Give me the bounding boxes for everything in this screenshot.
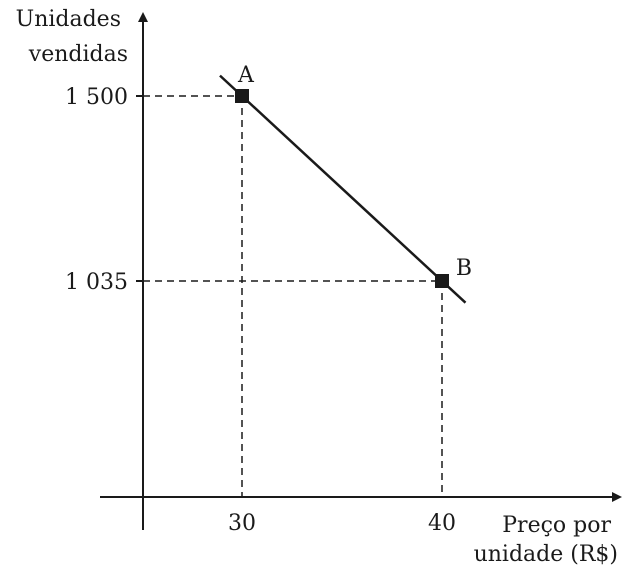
y-tick-label: 1 035 <box>65 270 128 295</box>
y-tick-label: 1 500 <box>65 85 128 110</box>
plot-layer: 1 500 1 035 30 40 A B <box>65 63 472 536</box>
series-line <box>219 74 467 304</box>
point-label-B: B <box>456 256 472 281</box>
x-axis-label-line-1: Preço por <box>502 513 611 538</box>
y-axis-label-line-2: vendidas <box>28 42 128 67</box>
x-axis-label-line-2: unidade (R$) <box>474 542 618 566</box>
y-axis-label: Unidades vendidas <box>16 7 128 67</box>
point-marker-B <box>435 274 449 288</box>
x-tick-label: 30 <box>228 511 256 536</box>
y-axis-label-line-1: Unidades <box>16 7 121 32</box>
x-tick-label: 40 <box>428 511 456 536</box>
point-marker-A <box>235 89 249 103</box>
point-label-A: A <box>237 63 255 88</box>
x-axis-label: Preço por unidade (R$) <box>474 513 618 566</box>
